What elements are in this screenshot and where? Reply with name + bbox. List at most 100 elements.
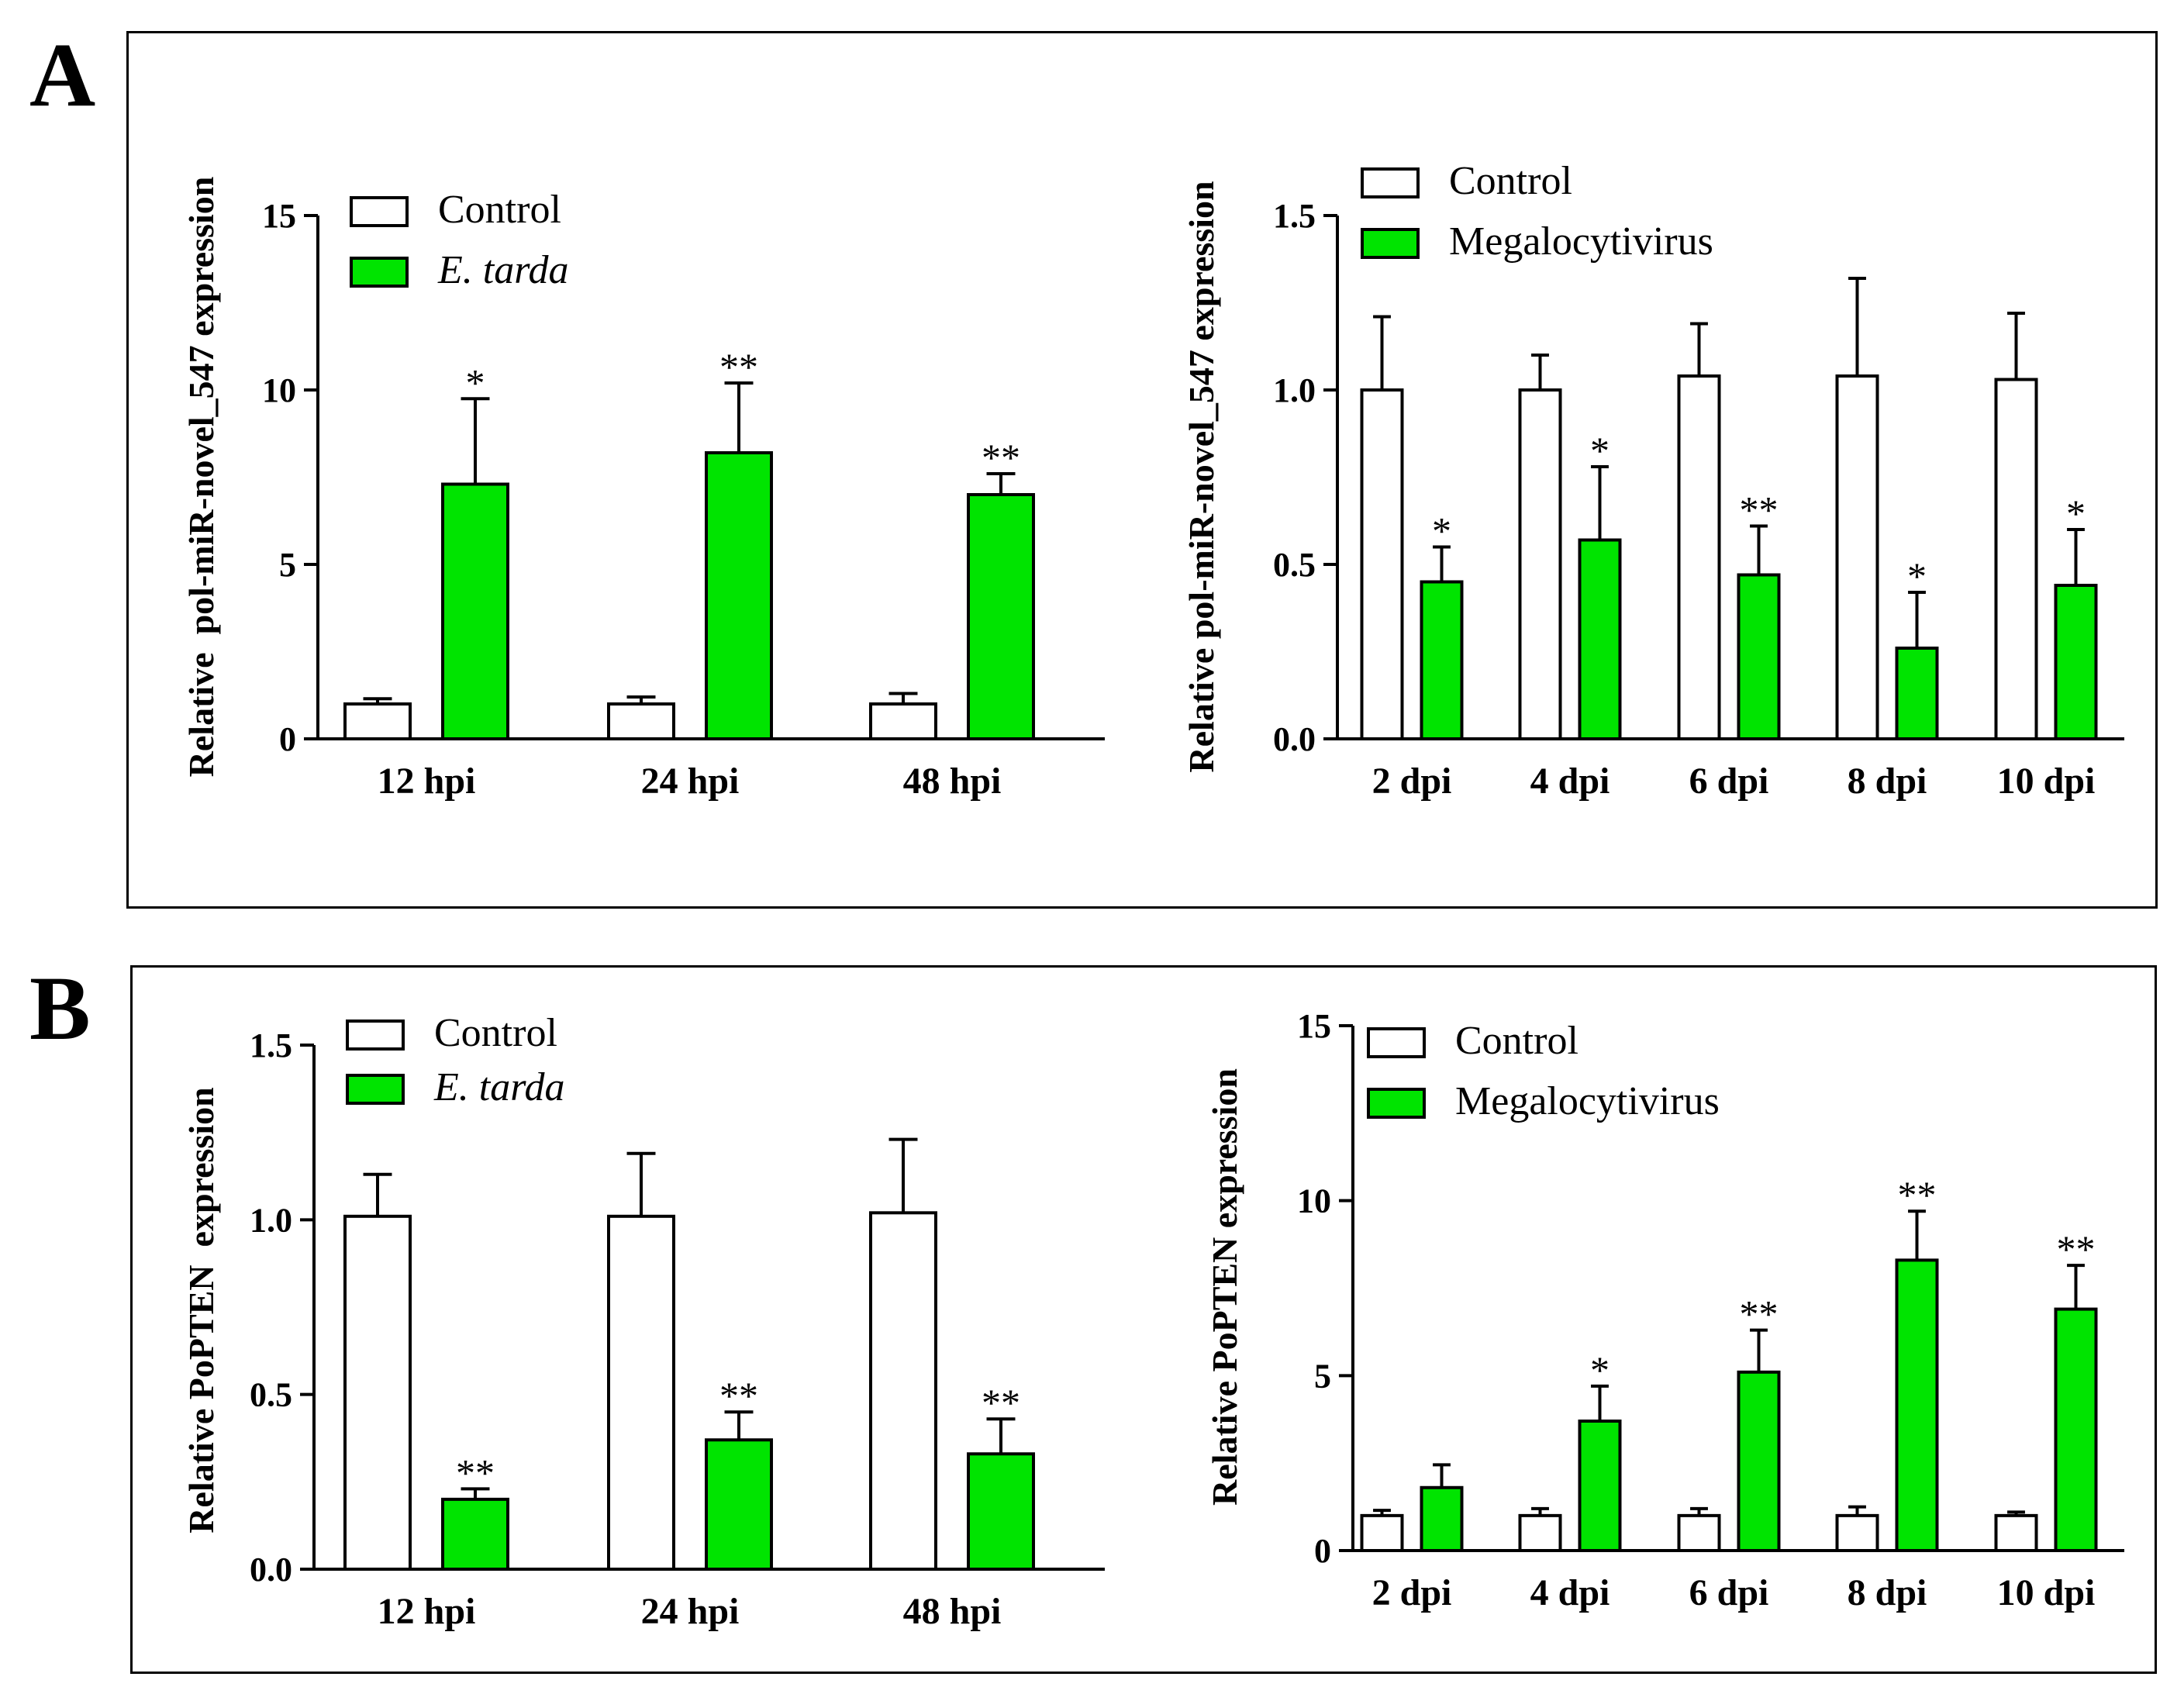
bar-treatment-2-dpi xyxy=(1420,1485,1464,1553)
significance-mark: * xyxy=(1907,554,1927,598)
panel-b-frame xyxy=(130,965,2157,1674)
legend-swatch-treatment xyxy=(1361,228,1420,259)
legend-swatch-control xyxy=(1361,167,1420,198)
significance-mark: * xyxy=(1590,429,1610,472)
legend-swatch-treatment xyxy=(350,257,409,288)
significance-mark: * xyxy=(1590,1348,1610,1392)
significance-mark: ** xyxy=(719,1374,758,1417)
y-tick-label: 5 xyxy=(1314,1357,1331,1395)
chart-B-left: 0.0 0.5 1.0 1.5 Relative PoPTEN expression **… xyxy=(181,1011,1105,1632)
bar-treatment-8-dpi xyxy=(1895,1258,1939,1552)
legend-swatch-treatment xyxy=(346,1074,405,1105)
x-tick-label: 48 hpi xyxy=(903,761,1002,802)
bar-control-8-dpi xyxy=(1835,374,1879,740)
y-tick-label: 5 xyxy=(279,546,296,584)
bar-control-6-dpi xyxy=(1677,1513,1721,1553)
x-tick-label: 8 dpi xyxy=(1848,761,1927,802)
bar-control-10-dpi xyxy=(1994,1513,2038,1553)
panel-label-b: B xyxy=(29,957,91,1059)
bar-treatment-10-dpi xyxy=(2054,1307,2098,1552)
x-tick-label: 12 hpi xyxy=(378,1591,476,1632)
legend-swatch-control xyxy=(1367,1027,1426,1058)
significance-mark: * xyxy=(2066,492,2086,535)
bar-treatment-48-hpi xyxy=(967,1452,1035,1572)
bar-control-12-hpi xyxy=(343,1214,412,1571)
x-tick-label: 10 dpi xyxy=(1997,1572,2096,1613)
significance-mark: ** xyxy=(982,436,1020,479)
legend-swatch-treatment xyxy=(1367,1088,1426,1119)
significance-mark: ** xyxy=(2057,1227,2096,1271)
y-axis-title: Relative pol-miR-novel_547 expression xyxy=(181,177,221,778)
significance-mark: ** xyxy=(1740,488,1779,532)
bar-control-2-dpi xyxy=(1360,1513,1404,1553)
y-tick-label: 1.5 xyxy=(250,1026,292,1064)
x-tick-label: 4 dpi xyxy=(1530,1572,1610,1613)
x-tick-label: 24 hpi xyxy=(641,1591,740,1632)
x-tick-label: 2 dpi xyxy=(1372,1572,1452,1613)
significance-mark: ** xyxy=(1740,1292,1779,1336)
y-tick-label: 1.0 xyxy=(250,1201,292,1239)
significance-mark: ** xyxy=(1898,1173,1937,1216)
legend-label-control: Control xyxy=(1449,159,1572,203)
legend-label-treatment: Megalocytivirus xyxy=(1449,219,1713,264)
chart-B-right: 0 5 10 15 Relative PoPTEN expression 2 dpi * 4 … xyxy=(1205,1007,2124,1613)
x-tick-label: 8 dpi xyxy=(1848,1572,1927,1613)
y-tick-label: 15 xyxy=(1297,1007,1331,1045)
bar-treatment-6-dpi xyxy=(1737,1370,1781,1552)
y-tick-label: 0 xyxy=(1314,1532,1331,1570)
y-axis-title: Relative PoPTEN expression xyxy=(1205,1068,1244,1506)
y-tick-label: 1.5 xyxy=(1273,197,1316,235)
bar-control-10-dpi xyxy=(1994,378,2038,740)
significance-mark: * xyxy=(1432,509,1451,553)
y-tick-label: 0.5 xyxy=(250,1376,292,1414)
y-tick-label: 10 xyxy=(1297,1182,1331,1220)
significance-mark: ** xyxy=(456,1451,495,1494)
significance-mark: ** xyxy=(719,345,758,388)
significance-mark: ** xyxy=(982,1381,1020,1424)
bar-control-24-hpi xyxy=(607,702,675,740)
legend-label-control: Control xyxy=(434,1011,557,1055)
bar-treatment-12-hpi xyxy=(441,1497,509,1572)
x-tick-label: 10 dpi xyxy=(1997,761,2096,802)
bar-control-2-dpi xyxy=(1360,388,1404,740)
bar-control-12-hpi xyxy=(343,702,412,740)
bar-treatment-10-dpi xyxy=(2054,584,2098,740)
y-tick-label: 0.0 xyxy=(1273,720,1316,758)
legend-swatch-control xyxy=(346,1020,405,1051)
bar-treatment-8-dpi xyxy=(1895,647,1939,740)
bar-treatment-24-hpi xyxy=(705,1438,773,1571)
bar-control-4-dpi xyxy=(1518,388,1562,740)
legend-label-control: Control xyxy=(1455,1019,1578,1063)
panel-label-a: A xyxy=(29,24,96,126)
x-tick-label: 6 dpi xyxy=(1689,761,1769,802)
bar-control-24-hpi xyxy=(607,1214,675,1571)
x-tick-label: 12 hpi xyxy=(378,761,476,802)
bar-control-48-hpi xyxy=(869,1211,937,1571)
chart-A-left: 0 5 10 15 Relative pol-miR-novel_547 express… xyxy=(181,177,1105,802)
y-axis-title: Relative pol-miR-novel_547 expression xyxy=(1182,181,1221,772)
bar-treatment-6-dpi xyxy=(1737,573,1781,740)
chart-A-right: 0.0 0.5 1.0 1.5 Relative pol-miR-novel_547 e… xyxy=(1182,159,2124,802)
bar-control-6-dpi xyxy=(1677,374,1721,740)
bar-treatment-2-dpi xyxy=(1420,580,1464,740)
bar-control-4-dpi xyxy=(1518,1513,1562,1553)
legend-label-treatment: Megalocytivirus xyxy=(1455,1079,1720,1123)
y-tick-label: 0 xyxy=(279,720,296,758)
y-tick-label: 10 xyxy=(262,371,296,409)
bar-treatment-4-dpi xyxy=(1578,538,1622,740)
x-tick-label: 48 hpi xyxy=(903,1591,1002,1632)
y-tick-label: 0.0 xyxy=(250,1551,292,1589)
bar-treatment-4-dpi xyxy=(1578,1420,1622,1553)
significance-mark: * xyxy=(466,361,485,404)
bar-control-48-hpi xyxy=(869,702,937,740)
bar-treatment-24-hpi xyxy=(705,451,773,740)
panel-a-frame xyxy=(126,31,2158,909)
y-axis-title: Relative PoPTEN expression xyxy=(181,1087,221,1533)
bar-control-8-dpi xyxy=(1835,1513,1879,1553)
legend-label-treatment: E. tarda xyxy=(433,1065,565,1109)
y-tick-label: 1.0 xyxy=(1273,371,1316,409)
legend-label-control: Control xyxy=(438,188,561,232)
legend-swatch-control xyxy=(350,196,409,227)
